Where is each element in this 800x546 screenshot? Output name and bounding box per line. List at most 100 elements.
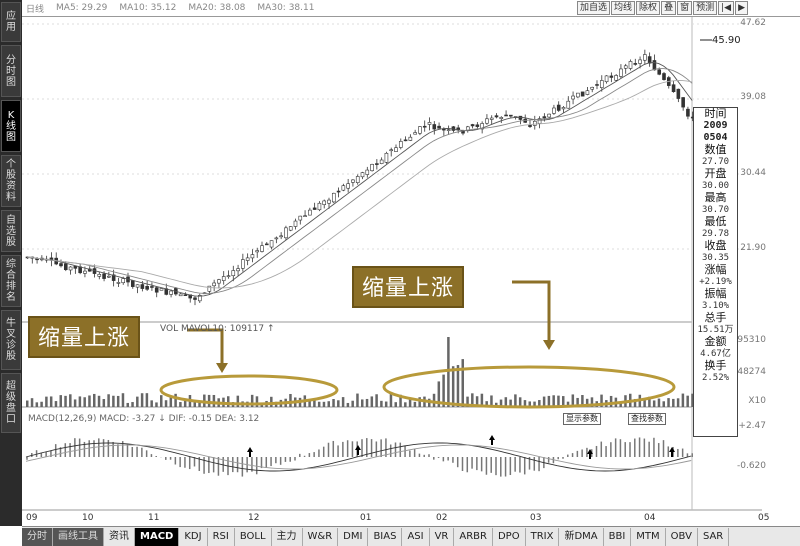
volume-bar [207, 394, 211, 407]
volume-bar [236, 395, 240, 407]
ma-line-button[interactable]: 均线 [611, 1, 636, 15]
volume-bar [78, 396, 82, 407]
volume-bar [380, 400, 383, 407]
volume-bar [198, 401, 201, 407]
volume-bar [509, 399, 512, 407]
volume-bar [212, 394, 216, 407]
volume-bar [648, 396, 651, 407]
candle-body [671, 84, 676, 93]
add-watchlist-button[interactable]: 加自选 [577, 1, 611, 15]
nav-label: 个股资料 [6, 159, 16, 203]
open-value: 30.00 [701, 181, 730, 191]
tab-draw-tools[interactable]: 画线工具 [53, 527, 104, 546]
candle-body [485, 118, 489, 124]
tab-kdj[interactable]: KDJ [179, 527, 208, 546]
volume-bar [356, 393, 359, 407]
tab-dpo[interactable]: DPO [493, 527, 526, 546]
candle-body [327, 199, 331, 204]
tab-arbr[interactable]: ARBR [454, 527, 493, 546]
candle-body [422, 125, 427, 128]
volume-bar [308, 399, 311, 407]
candle-body [207, 285, 212, 292]
tab-rsi[interactable]: RSI [208, 527, 235, 546]
tab-vr[interactable]: VR [430, 527, 455, 546]
tab-trix[interactable]: TRIX [526, 527, 560, 546]
candle-body [121, 278, 126, 284]
candle-body [552, 107, 556, 114]
show-params-button[interactable]: 显示参数 [563, 413, 601, 425]
volume-bar [657, 398, 661, 407]
tab-sar[interactable]: SAR [698, 527, 730, 546]
volume-bar [150, 400, 153, 407]
candle-body [212, 282, 216, 287]
ma-line [26, 62, 693, 297]
tab-asi[interactable]: ASI [402, 527, 430, 546]
volume-bar [375, 394, 378, 407]
volume-bar [461, 359, 464, 407]
volume-bar [327, 401, 330, 407]
tab-obv[interactable]: OBV [666, 527, 698, 546]
overlay-button[interactable]: 叠 [661, 1, 677, 15]
nav-watchlist[interactable]: 自选股 [1, 210, 21, 252]
first-page-button[interactable]: |◀ [718, 1, 735, 15]
nav-apps[interactable]: 应用 [1, 2, 21, 42]
ma5-value: MA5: 29.29 [56, 3, 108, 13]
candle-body [633, 63, 638, 65]
window-button[interactable]: 窗 [677, 1, 693, 15]
tab-timeshare[interactable]: 分时 [22, 527, 53, 546]
candle-body [619, 68, 623, 77]
volume-bar [49, 396, 53, 407]
kline-chart[interactable] [22, 17, 767, 513]
volume-bar [672, 398, 675, 407]
volume-bar [571, 394, 575, 407]
candle-body [413, 132, 417, 135]
amount-label: 金额 [704, 335, 727, 348]
tab-news[interactable]: 资讯 [104, 527, 135, 546]
nav-diagnosis[interactable]: 牛叉诊股 [1, 310, 21, 370]
volume-bar [394, 402, 397, 407]
volume-bar [600, 394, 603, 407]
tab-wr[interactable]: W&R [303, 527, 339, 546]
tab-macd[interactable]: MACD [135, 527, 180, 546]
tab-mtm[interactable]: MTM [631, 527, 666, 546]
volume-header: VOL MAVOL10: 109117 ↑ [160, 324, 275, 334]
volume-bar [155, 402, 158, 407]
nav-time-chart[interactable]: 分时图 [1, 45, 21, 97]
volume-bar [93, 393, 96, 407]
candle-body [169, 290, 173, 295]
tab-main-force[interactable]: 主力 [272, 527, 303, 546]
nav-ranking[interactable]: 综合排名 [1, 255, 21, 307]
nav-label: 牛叉诊股 [6, 318, 16, 362]
nav-label: K线图 [6, 109, 16, 143]
volume-bar [88, 395, 91, 407]
volume-bar [250, 394, 254, 407]
candle-body [322, 200, 327, 205]
volume-bar [667, 398, 670, 407]
volume-bar [643, 398, 646, 407]
turnover-label: 换手 [704, 359, 727, 372]
next-page-button[interactable]: ▶ [735, 1, 748, 15]
nav-stock-info[interactable]: 个股资料 [1, 155, 21, 207]
ex-rights-button[interactable]: 除权 [636, 1, 661, 15]
candle-body [686, 108, 690, 117]
candle-body [614, 75, 618, 81]
forecast-button[interactable]: 预测 [693, 1, 718, 15]
volume-bar [64, 395, 67, 407]
tab-boll[interactable]: BOLL [235, 527, 272, 546]
nav-kline-chart[interactable]: K线图 [1, 100, 21, 152]
volume-unit: X10 [748, 396, 766, 406]
tab-new-dma[interactable]: 新DMA [559, 527, 604, 546]
candle-body [547, 113, 551, 118]
volume-bar [552, 395, 555, 407]
volume-bar [566, 401, 570, 407]
tab-dmi[interactable]: DMI [338, 527, 369, 546]
nav-super-panel[interactable]: 超级盘口 [1, 373, 21, 433]
tab-bias[interactable]: BIAS [368, 527, 403, 546]
candle-body [260, 245, 264, 252]
volume-bar [370, 396, 374, 407]
volume-bar [116, 395, 120, 407]
find-params-button[interactable]: 查找参数 [628, 413, 666, 425]
nav-label: 超级盘口 [6, 381, 16, 425]
tab-bbi[interactable]: BBI [604, 527, 632, 546]
price-tick: 47.62 [740, 18, 766, 28]
